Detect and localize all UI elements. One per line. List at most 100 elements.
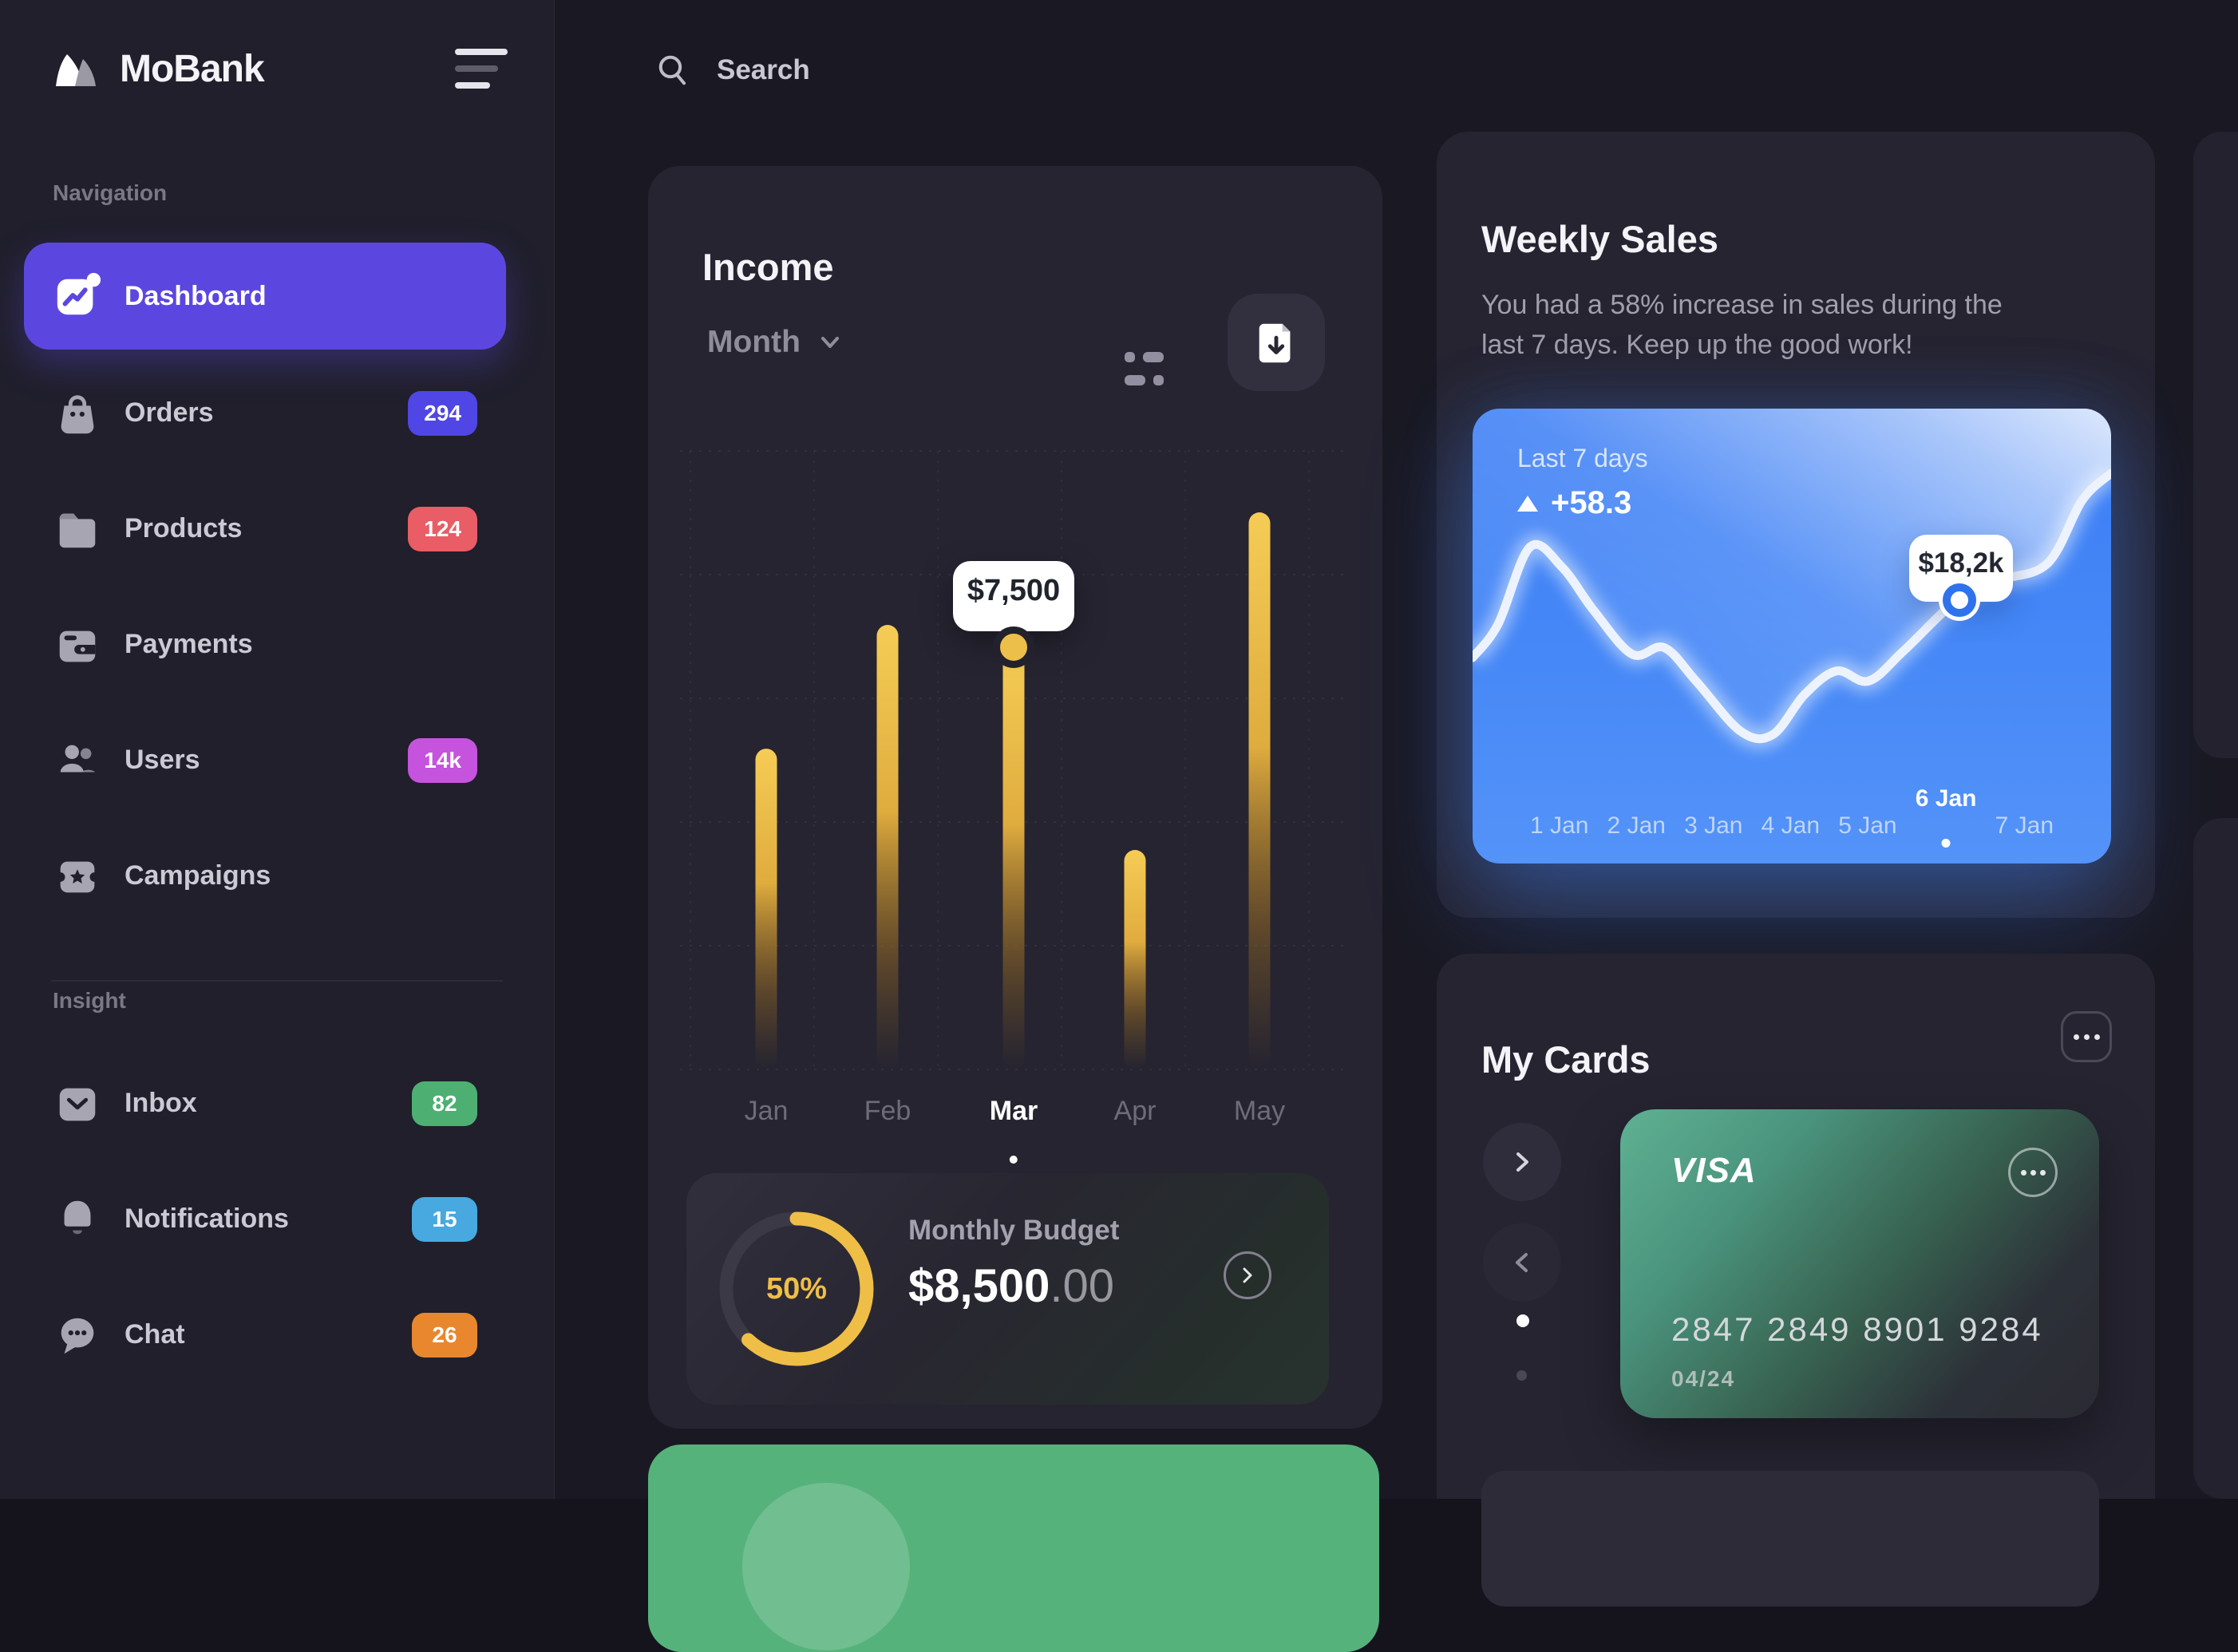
menu-icon[interactable] bbox=[455, 49, 508, 89]
chat-icon bbox=[53, 1310, 102, 1360]
card-number: 2847 2849 8901 9284 bbox=[1671, 1310, 2043, 1348]
sidebar-divider bbox=[51, 980, 503, 982]
logo-row: MoBank bbox=[51, 45, 508, 93]
my-cards-title: My Cards bbox=[1481, 1038, 1651, 1081]
month-label-mar[interactable]: Mar bbox=[989, 1096, 1038, 1126]
app: MoBank Navigation Dashboard Orders 294 Pr… bbox=[0, 0, 2238, 1499]
budget-amount: $8,500.00 bbox=[908, 1260, 1115, 1312]
sidebar-item-users[interactable]: Users 14k bbox=[24, 702, 506, 818]
nav-list-insight: Inbox 82 Notifications 15 Chat 26 bbox=[24, 1045, 506, 1393]
sidebar-item-label: Orders bbox=[125, 397, 214, 428]
sidebar-item-products[interactable]: Products 124 bbox=[24, 471, 506, 587]
period-value: Month bbox=[707, 325, 801, 359]
badge-notifications: 15 bbox=[412, 1196, 477, 1242]
card-info-panel bbox=[1481, 1471, 2099, 1607]
sidebar-item-inbox[interactable]: Inbox 82 bbox=[24, 1045, 506, 1161]
day-label-7-jan: 7 Jan bbox=[1995, 812, 2054, 839]
month-label-apr[interactable]: Apr bbox=[1113, 1096, 1157, 1126]
day-label-3-jan: 3 Jan bbox=[1684, 812, 1743, 839]
month-axis: Jan Feb Mar Apr May bbox=[648, 1096, 1382, 1144]
sidebar-item-orders[interactable]: Orders 294 bbox=[24, 355, 506, 471]
chevron-left-icon bbox=[1516, 1253, 1528, 1272]
search-placeholder: Search bbox=[717, 54, 810, 85]
my-cards-menu-button[interactable] bbox=[2061, 1011, 2112, 1062]
day-label-1-jan: 1 Jan bbox=[1530, 812, 1589, 839]
ellipsis-icon bbox=[2073, 1033, 2079, 1040]
visa-logo: VISA bbox=[1671, 1151, 1757, 1190]
bar-tooltip: $7,500 bbox=[953, 561, 1074, 631]
export-report-button[interactable] bbox=[1228, 294, 1325, 391]
section-label-insight: Insight bbox=[53, 988, 126, 1013]
badge-inbox: 82 bbox=[412, 1081, 477, 1126]
day-label-4-jan: 4 Jan bbox=[1761, 812, 1821, 839]
file-download-icon bbox=[1259, 323, 1291, 363]
sidebar-item-label: Users bbox=[125, 745, 200, 775]
day-label-6-jan: 6 Jan bbox=[1915, 785, 1977, 812]
search-input[interactable]: Search bbox=[653, 49, 810, 91]
next-card-button[interactable] bbox=[1483, 1123, 1561, 1201]
my-cards-card: My Cards VISA 2847 2849 8901 9284 04/24 bbox=[1437, 954, 2155, 1607]
triangle-up-icon bbox=[1517, 495, 1538, 512]
carousel-dot-active[interactable] bbox=[1516, 1314, 1529, 1327]
chevron-right-icon bbox=[1243, 1267, 1252, 1283]
budget-progress-ring bbox=[701, 1193, 892, 1385]
search-icon bbox=[658, 55, 686, 85]
day-axis: 1 Jan 2 Jan 3 Jan 4 Jan 5 Jan 6 Jan 7 Jan bbox=[1530, 785, 2054, 840]
sidebar-item-label: Campaigns bbox=[125, 860, 271, 891]
weekly-sales-chart-panel: Last 7 days +58.3 $18,2k 1 Jan 2 Jan 3 Jan… bbox=[1473, 409, 2111, 864]
month-label-jan[interactable]: Jan bbox=[744, 1096, 789, 1126]
period-dropdown[interactable]: Month bbox=[702, 324, 848, 361]
weekly-line-chart-svg bbox=[1473, 409, 2111, 749]
budget-details-button[interactable] bbox=[1224, 1251, 1271, 1299]
wallet-icon bbox=[53, 620, 102, 670]
weekly-sales-card: Weekly Sales You had a 58% increase in s… bbox=[1437, 132, 2155, 918]
credit-card[interactable]: VISA 2847 2849 8901 9284 04/24 bbox=[1620, 1109, 2099, 1418]
bell-icon bbox=[53, 1195, 102, 1244]
sidebar-item-notifications[interactable]: Notifications 15 bbox=[24, 1161, 506, 1277]
sidebar-item-label: Dashboard bbox=[125, 280, 267, 311]
badge-orders: 294 bbox=[408, 390, 477, 436]
sidebar-item-label: Chat bbox=[125, 1319, 185, 1350]
previous-card-button[interactable] bbox=[1483, 1223, 1561, 1302]
income-card: Income Month $7,500 bbox=[648, 166, 1382, 1429]
clipped-side-card-top bbox=[2193, 132, 2238, 758]
chevron-down-icon bbox=[820, 337, 839, 348]
users-icon bbox=[53, 736, 102, 785]
chart-delta-value: +58.3 bbox=[1551, 485, 1632, 520]
nav-list-navigation: Dashboard Orders 294 Products 124 Payments… bbox=[24, 239, 506, 934]
income-bar-chart-svg bbox=[680, 450, 1350, 1070]
sidebar-item-chat[interactable]: Chat 26 bbox=[24, 1277, 506, 1393]
day-label-5-jan: 5 Jan bbox=[1838, 812, 1897, 839]
dashboard-icon bbox=[53, 271, 102, 321]
monthly-budget-panel: 50% Monthly Budget $8,500.00 bbox=[686, 1173, 1329, 1405]
clipped-side-card-bottom bbox=[2193, 818, 2238, 1499]
green-summary-card[interactable] bbox=[648, 1445, 1379, 1652]
sidebar-item-payments[interactable]: Payments bbox=[24, 587, 506, 702]
income-title: Income bbox=[702, 246, 834, 288]
badge-users: 14k bbox=[408, 737, 477, 783]
chart-options-icon[interactable] bbox=[1120, 351, 1168, 386]
budget-label: Monthly Budget bbox=[908, 1215, 1120, 1246]
line-tooltip-value: $18,2k bbox=[1918, 547, 2004, 579]
income-bar-chart: $7,500 bbox=[648, 441, 1382, 1080]
sidebar-item-campaigns[interactable]: Campaigns bbox=[24, 818, 506, 934]
card-menu-button[interactable] bbox=[2008, 1148, 2058, 1197]
month-label-may[interactable]: May bbox=[1233, 1096, 1286, 1126]
card-expiry: 04/24 bbox=[1671, 1366, 1736, 1391]
month-label-feb[interactable]: Feb bbox=[864, 1096, 911, 1126]
ellipsis-icon bbox=[2020, 1169, 2026, 1176]
sidebar-item-dashboard[interactable]: Dashboard bbox=[24, 243, 506, 350]
line-highlight-dot bbox=[1943, 583, 1976, 617]
brand-name: MoBank bbox=[120, 47, 265, 90]
sidebar: MoBank Navigation Dashboard Orders 294 Pr… bbox=[0, 0, 555, 1499]
carousel-dot[interactable] bbox=[1516, 1370, 1527, 1381]
mobank-logo-icon bbox=[51, 45, 109, 93]
bar-highlight-dot bbox=[993, 626, 1034, 668]
badge-products: 124 bbox=[408, 506, 477, 551]
decorative-circle bbox=[742, 1483, 910, 1650]
weekly-sales-title: Weekly Sales bbox=[1481, 218, 1719, 260]
weekly-sales-description: You had a 58% increase in sales during t… bbox=[1481, 290, 2003, 360]
folder-icon bbox=[53, 504, 102, 554]
chevron-right-icon bbox=[1516, 1152, 1528, 1172]
sidebar-item-label: Payments bbox=[125, 629, 253, 659]
